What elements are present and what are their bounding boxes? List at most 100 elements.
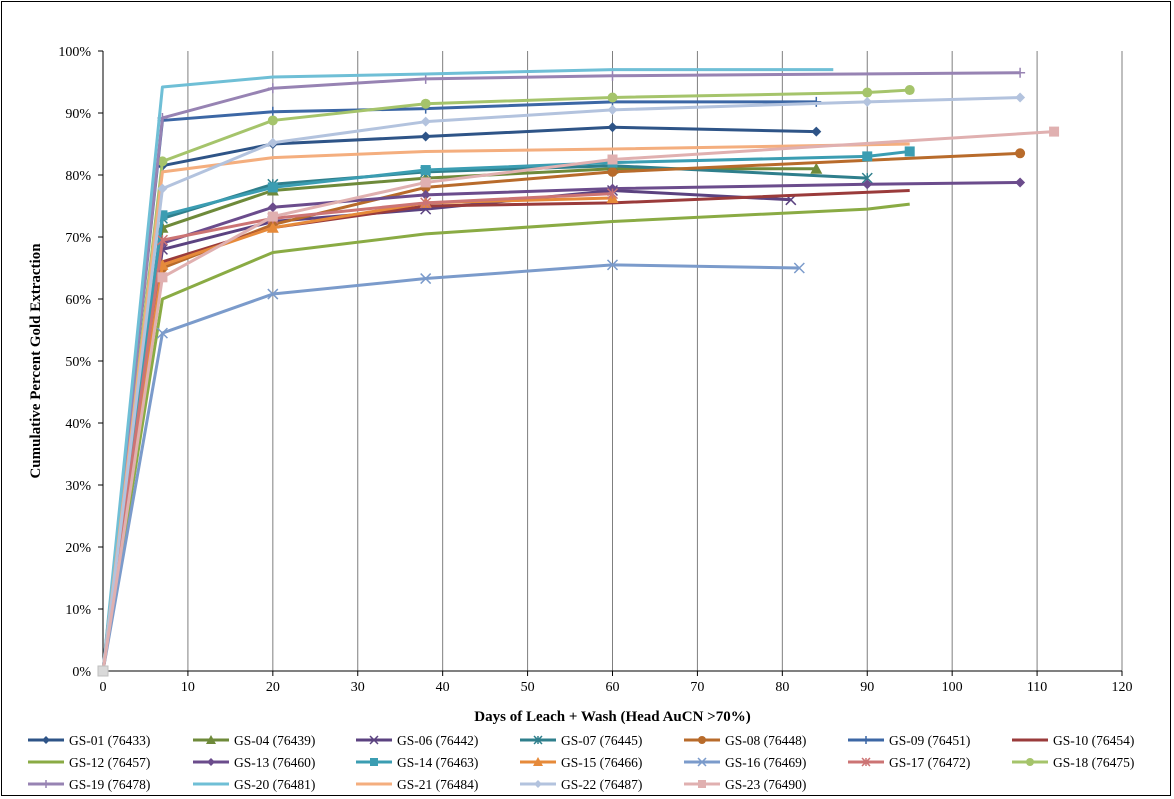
data-point	[607, 92, 618, 103]
data-point	[606, 259, 619, 271]
legend-label: GS-10 (76454)	[1053, 733, 1134, 748]
data-point	[267, 106, 278, 117]
data-point	[157, 156, 168, 167]
y-tick-label: 20%	[65, 541, 91, 556]
legend-label: GS-15 (76466)	[561, 755, 642, 770]
data-point	[267, 288, 279, 300]
data-point	[810, 162, 823, 174]
legend-label: GS-08 (76448)	[725, 733, 806, 748]
legend-item: GS-07 (76445)	[520, 733, 642, 748]
legend-label: GS-22 (76487)	[561, 777, 642, 792]
data-point	[420, 197, 432, 209]
series-line	[101, 189, 791, 672]
legend-item: GS-20 (76481)	[193, 777, 315, 792]
legend-marker	[207, 758, 215, 766]
legend-label: GS-17 (76472)	[889, 755, 970, 770]
series-gs-22	[97, 92, 1026, 677]
legend-item: GS-06 (76442)	[356, 733, 478, 748]
series-gs-04	[97, 162, 823, 677]
data-point	[862, 151, 873, 162]
data-point	[862, 179, 873, 190]
series-gs-08	[97, 148, 1026, 677]
data-point	[862, 96, 873, 107]
legend-marker	[698, 780, 706, 788]
series-gs-13	[97, 177, 1026, 677]
x-tick-label: 10	[181, 680, 195, 695]
x-tick-label: 120	[1112, 680, 1133, 695]
legend-label: GS-12 (76457)	[69, 755, 150, 770]
legend-item: GS-04 (76439)	[193, 733, 315, 748]
y-tick-label: 0%	[72, 665, 91, 680]
y-tick-label: 90%	[65, 107, 91, 122]
data-point	[420, 131, 431, 142]
series-gs-12	[97, 202, 910, 677]
legend-label: GS-14 (76463)	[397, 755, 478, 770]
data-point	[862, 87, 873, 98]
series-line	[101, 68, 834, 672]
data-point	[420, 98, 431, 109]
series-gs-18	[97, 85, 915, 677]
x-tick-label: 80	[775, 680, 789, 695]
data-point	[266, 221, 279, 233]
axes	[98, 50, 1123, 676]
data-point	[1049, 126, 1060, 137]
legend-marker	[533, 735, 543, 745]
legend-marker	[534, 780, 542, 788]
data-point	[904, 85, 915, 96]
legend-item: GS-15 (76466)	[520, 755, 642, 770]
legend-label: GS-20 (76481)	[234, 777, 315, 792]
legend-label: GS-19 (76478)	[69, 777, 150, 792]
x-tick-label: 110	[1027, 680, 1047, 695]
legend-item: GS-09 (76451)	[848, 733, 970, 748]
data-point	[420, 165, 431, 176]
x-tick-label: 60	[606, 680, 620, 695]
data-point	[420, 189, 431, 200]
x-tick-label: 70	[690, 680, 704, 695]
legend-marker	[698, 736, 706, 744]
y-tick-label: 80%	[65, 169, 91, 184]
x-tick-label: 20	[266, 680, 280, 695]
legend-label: GS-04 (76439)	[234, 733, 315, 748]
series-line	[101, 164, 868, 672]
legend-marker	[861, 757, 871, 767]
legend-item: GS-08 (76448)	[684, 733, 806, 748]
y-axis-title: Cumulative Percent Gold Extraction	[28, 243, 44, 479]
data-point	[157, 210, 168, 221]
legend-item: GS-23 (76490)	[684, 777, 806, 792]
series-line	[101, 142, 910, 672]
legend-item: GS-13 (76460)	[193, 755, 315, 770]
legend-item: GS-12 (76457)	[28, 755, 150, 770]
y-tick-label: 30%	[65, 479, 91, 494]
x-axis-title: Days of Leach + Wash (Head AuCN >70%)	[474, 709, 750, 725]
series-gs-16	[97, 259, 805, 677]
data-point	[607, 154, 618, 165]
y-tick-label: 100%	[58, 45, 91, 60]
legend-marker	[1026, 758, 1034, 766]
y-tick-label: 50%	[65, 355, 91, 370]
series-line	[101, 189, 910, 672]
legend-label: GS-09 (76451)	[889, 733, 970, 748]
data-point	[267, 83, 278, 94]
data-point	[156, 327, 168, 339]
x-tick-label: 90	[860, 680, 874, 695]
legend-label: GS-13 (76460)	[234, 755, 315, 770]
data-point	[267, 182, 278, 193]
legend-item: GS-22 (76487)	[520, 777, 642, 792]
data-point	[1015, 177, 1026, 188]
series-line	[101, 125, 817, 672]
data-point	[156, 234, 168, 246]
series-line	[101, 71, 1021, 672]
data-point	[1015, 67, 1026, 78]
legend-marker	[862, 736, 870, 744]
y-tick-label: 60%	[65, 293, 91, 308]
legend-marker	[370, 758, 378, 766]
legend-marker	[206, 735, 216, 744]
legend-item: GS-17 (76472)	[848, 755, 970, 770]
legend-label: GS-23 (76490)	[725, 777, 806, 792]
data-point	[420, 116, 431, 127]
series-line	[101, 88, 910, 672]
legend-label: GS-21 (76484)	[397, 777, 478, 792]
legend-marker	[369, 735, 379, 745]
grid-lines	[187, 51, 1123, 671]
series-line	[101, 130, 1055, 672]
